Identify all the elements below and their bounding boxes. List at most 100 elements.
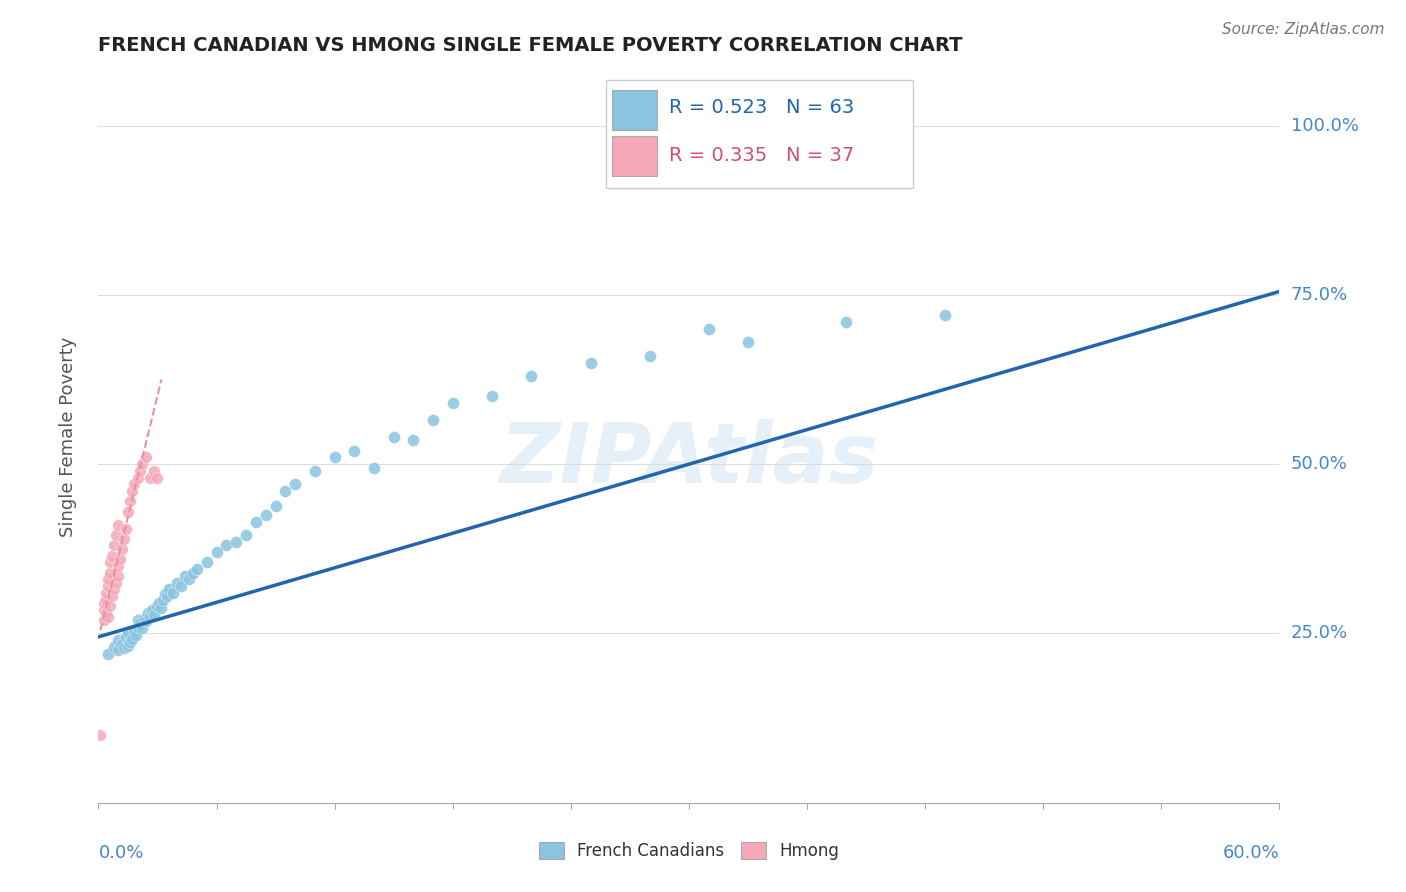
Point	[112, 641, 135, 656]
Point	[166, 575, 188, 590]
Point	[150, 600, 173, 615]
Point	[97, 647, 120, 661]
Point	[245, 515, 267, 529]
Text: 75.0%: 75.0%	[1291, 285, 1348, 304]
Point	[152, 592, 174, 607]
Point	[121, 484, 143, 499]
Point	[638, 349, 661, 363]
Point	[441, 396, 464, 410]
Text: ZIPAtlas: ZIPAtlas	[499, 418, 879, 500]
Point	[117, 626, 139, 640]
Point	[115, 521, 138, 535]
Point	[422, 413, 444, 427]
Legend: French Canadians, Hmong: French Canadians, Hmong	[538, 842, 839, 860]
Point	[93, 596, 115, 610]
Point	[131, 457, 153, 471]
Point	[89, 728, 111, 742]
Point	[579, 355, 602, 369]
Point	[107, 569, 129, 583]
Point	[235, 528, 257, 542]
Text: 60.0%: 60.0%	[1223, 845, 1279, 863]
Point	[118, 494, 141, 508]
Point	[181, 566, 204, 580]
Y-axis label: Single Female Poverty: Single Female Poverty	[59, 337, 77, 537]
Point	[97, 609, 120, 624]
Point	[105, 528, 128, 542]
Text: 100.0%: 100.0%	[1291, 117, 1358, 135]
Point	[157, 582, 180, 597]
Point	[304, 464, 326, 478]
Point	[122, 623, 145, 637]
Text: 25.0%: 25.0%	[1291, 624, 1348, 642]
Point	[96, 606, 118, 620]
Point	[177, 572, 200, 586]
FancyBboxPatch shape	[612, 136, 657, 176]
Point	[101, 589, 124, 603]
Point	[225, 535, 247, 549]
Point	[934, 308, 956, 322]
Point	[697, 322, 720, 336]
Point	[195, 555, 218, 569]
Text: 50.0%: 50.0%	[1291, 455, 1347, 473]
Point	[97, 579, 120, 593]
Point	[128, 616, 150, 631]
Point	[835, 315, 858, 329]
Point	[128, 464, 150, 478]
Point	[111, 637, 134, 651]
Point	[148, 596, 170, 610]
Point	[274, 484, 297, 499]
Point	[737, 335, 759, 350]
Point	[142, 464, 165, 478]
Point	[162, 586, 184, 600]
Point	[117, 639, 139, 653]
Point	[174, 569, 197, 583]
Point	[127, 613, 149, 627]
Point	[107, 558, 129, 573]
Point	[146, 471, 169, 485]
Point	[156, 589, 179, 603]
FancyBboxPatch shape	[606, 80, 914, 188]
Point	[343, 443, 366, 458]
Point	[122, 477, 145, 491]
Point	[155, 587, 177, 601]
Point	[103, 582, 125, 597]
Point	[98, 599, 121, 614]
Point	[284, 477, 307, 491]
Point	[142, 607, 165, 622]
Point	[363, 460, 385, 475]
Point	[101, 549, 124, 563]
Point	[107, 518, 129, 533]
Point	[103, 640, 125, 654]
Point	[132, 611, 155, 625]
Point	[111, 541, 134, 556]
Point	[105, 575, 128, 590]
Point	[135, 450, 157, 465]
Point	[97, 572, 120, 586]
Point	[96, 592, 118, 607]
Point	[96, 586, 118, 600]
Point	[402, 434, 425, 448]
Point	[138, 471, 160, 485]
Point	[125, 628, 148, 642]
Point	[127, 620, 149, 634]
Text: R = 0.335   N = 37: R = 0.335 N = 37	[669, 146, 853, 165]
Text: R = 0.523   N = 63: R = 0.523 N = 63	[669, 98, 853, 118]
Point	[141, 603, 163, 617]
Point	[323, 450, 346, 465]
Point	[127, 471, 149, 485]
Point	[520, 369, 543, 384]
Point	[205, 545, 228, 559]
Point	[117, 505, 139, 519]
Point	[254, 508, 277, 522]
Point	[215, 538, 238, 552]
Point	[170, 579, 193, 593]
Text: FRENCH CANADIAN VS HMONG SINGLE FEMALE POVERTY CORRELATION CHART: FRENCH CANADIAN VS HMONG SINGLE FEMALE P…	[98, 36, 963, 54]
FancyBboxPatch shape	[612, 90, 657, 130]
Point	[138, 609, 160, 624]
Point	[98, 555, 121, 569]
Point	[264, 499, 287, 513]
Point	[98, 566, 121, 580]
Point	[118, 634, 141, 648]
Point	[146, 599, 169, 614]
Point	[131, 621, 153, 635]
